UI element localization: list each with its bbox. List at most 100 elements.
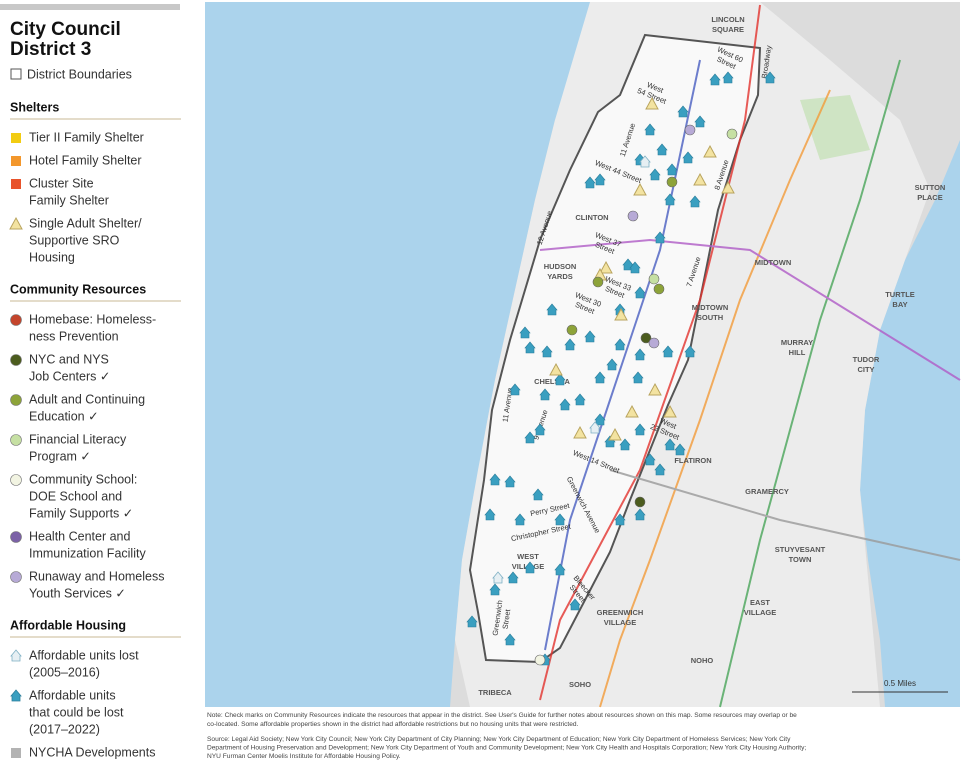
affordable-unit-marker [489, 473, 501, 486]
affordable-unit-marker [554, 563, 566, 576]
affordable-unit-marker [664, 438, 676, 451]
affordable-unit-marker [539, 388, 551, 401]
affordable-unit-marker [709, 73, 721, 86]
legend-label: (2017–2022) [29, 722, 100, 736]
affordable-unit-marker [507, 571, 519, 584]
shelter-marker [648, 382, 662, 396]
legend-label: Youth Services ✓ [29, 586, 126, 600]
lost-unit-marker [589, 421, 601, 434]
area-label: SUTTON [915, 183, 946, 192]
legend-swatch [11, 748, 21, 758]
area-label: WEST [517, 552, 539, 561]
legend-swatch [9, 216, 23, 230]
legend-swatch [10, 394, 22, 406]
resource-marker [726, 128, 738, 140]
area-label: MIDTOWN [755, 258, 792, 267]
affordable-unit-marker [594, 173, 606, 186]
note-text: co-located. Some affordable properties s… [207, 721, 579, 728]
legend-title: City Council [10, 19, 121, 40]
section-heading: Shelters [10, 100, 59, 114]
east-river [860, 140, 960, 707]
piers-water [445, 330, 485, 490]
district-boundary [468, 33, 762, 664]
affordable-unit-marker [634, 348, 646, 361]
legend-label: Runaway and Homeless [29, 569, 165, 583]
transit-line [609, 469, 961, 561]
scale-label: 0.5 Miles [884, 679, 916, 688]
legend-title: District 3 [10, 39, 91, 60]
legend-label: that could be lost [29, 705, 124, 719]
legend-label: Hotel Family Shelter [29, 153, 142, 167]
affordable-unit-marker [649, 168, 661, 181]
affordable-unit-marker [634, 286, 646, 299]
area-label: EAST [750, 598, 770, 607]
legend-swatch [11, 133, 21, 143]
area-label: VILLAGE [744, 608, 777, 617]
resource-marker [653, 283, 665, 295]
affordable-unit-marker [554, 513, 566, 526]
area-label: VILLAGE [604, 618, 637, 627]
shelter-marker [693, 172, 707, 186]
affordable-unit-marker [466, 615, 478, 628]
legend-label: NYC and NYS [29, 352, 109, 366]
shelter-marker [614, 307, 628, 321]
area-label: CLINTON [575, 213, 608, 222]
legend-label: Adult and Continuing [29, 392, 145, 406]
legend-label: Education ✓ [29, 409, 99, 423]
legend-swatch [10, 314, 22, 326]
top-bar [0, 4, 180, 10]
shelter-marker [721, 180, 735, 194]
affordable-unit-marker [656, 143, 668, 156]
legend-label: Homebase: Homeless- [29, 312, 156, 326]
affordable-unit-marker [514, 513, 526, 526]
affordable-unit-marker [644, 453, 656, 466]
resource-marker [534, 654, 546, 666]
legend-label: District Boundaries [27, 67, 132, 81]
legend-label: Affordable units lost [29, 648, 139, 662]
affordable-unit-marker [629, 261, 641, 274]
legend-swatch [10, 531, 22, 543]
area-label: TOWN [789, 555, 812, 564]
affordable-unit-marker [574, 393, 586, 406]
legend-label: NYCHA Developments [29, 745, 155, 759]
affordable-unit-marker [619, 438, 631, 451]
resource-marker [640, 332, 652, 344]
affordable-unit-marker [722, 71, 734, 84]
resource-marker [566, 324, 578, 336]
section-heading: Affordable Housing [10, 618, 126, 632]
area-label: NOHO [691, 656, 714, 665]
area-label: CHELSEA [534, 377, 570, 386]
resource-marker [684, 124, 696, 136]
affordable-unit-marker [614, 338, 626, 351]
legend-label: Housing [29, 250, 75, 264]
affordable-unit-marker [654, 231, 666, 244]
legend-label: Supportive SRO [29, 233, 120, 247]
area-label: YARDS [547, 272, 573, 281]
legend-label: Affordable units [29, 688, 116, 702]
source-text: NYU Furman Center Moelis Institute for A… [207, 753, 401, 760]
affordable-unit-marker [632, 371, 644, 384]
affordable-unit-marker [546, 303, 558, 316]
affordable-unit-marker [764, 71, 776, 84]
affordable-unit-marker [524, 431, 536, 444]
area-label: HILL [789, 348, 806, 357]
affordable-unit-marker [689, 195, 701, 208]
resource-marker [666, 176, 678, 188]
affordable-unit-marker [644, 123, 656, 136]
boundary-swatch [10, 68, 22, 80]
area-label: STUYVESANT [775, 545, 826, 554]
legend-label: Health Center and [29, 529, 131, 543]
legend-swatch [11, 179, 21, 189]
shelter-marker [625, 404, 639, 418]
affordable-unit-marker [504, 475, 516, 488]
legend-label: Program ✓ [29, 449, 91, 463]
lost-unit-marker [639, 155, 651, 168]
resource-marker [634, 496, 646, 508]
legend-label: Community School: [29, 472, 137, 486]
area-label: BAY [892, 300, 907, 309]
legend-label: Immunization Facility [29, 546, 146, 560]
legend-label: Tier II Family Shelter [29, 130, 144, 144]
lost-unit-marker [492, 571, 504, 584]
affordable-unit-marker [674, 443, 686, 456]
